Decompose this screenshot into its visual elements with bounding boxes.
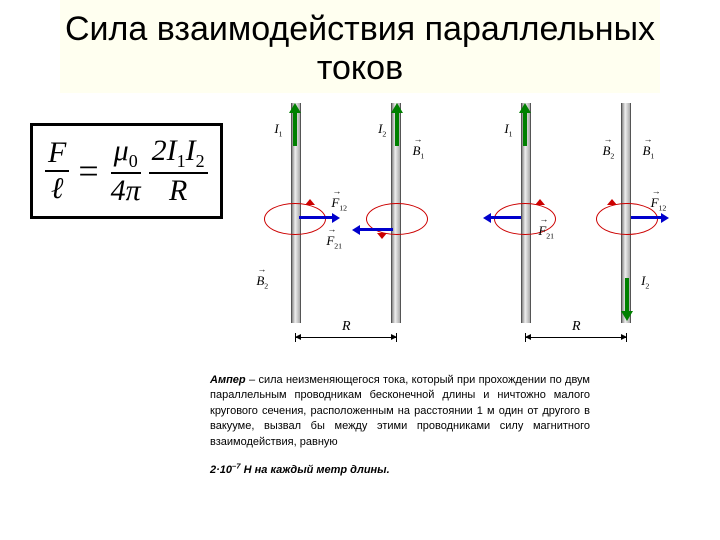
current-i1-arrow bbox=[293, 111, 297, 146]
i1s: 1 bbox=[177, 151, 186, 171]
content-row: F ℓ = μ0 4π 2I1I2 R I1 I2 B1 B2 bbox=[0, 103, 720, 353]
fourpi: 4π bbox=[108, 174, 144, 208]
label-b2b: B2 bbox=[602, 143, 614, 161]
label-b2: B2 bbox=[256, 273, 268, 291]
formula-box: F ℓ = μ0 4π 2I1I2 R bbox=[30, 123, 223, 219]
label-i1: I1 bbox=[274, 121, 282, 139]
label-R: R bbox=[342, 319, 351, 335]
formula-lhs-num: F bbox=[45, 136, 69, 172]
label-i2: I2 bbox=[378, 121, 386, 139]
current-i2-arrow bbox=[395, 111, 399, 146]
formula-eq: = bbox=[74, 150, 102, 192]
label-f21: F21 bbox=[326, 233, 342, 251]
diagram-wrap: I1 I2 B1 B2 F12 F21 R bbox=[233, 103, 690, 353]
caption-lead: Ампер bbox=[210, 374, 246, 386]
caption: Ампер – сила неизменяющегося тока, котор… bbox=[210, 373, 590, 478]
force-f12b bbox=[631, 216, 663, 219]
i2: I bbox=[186, 134, 196, 167]
field-loop-2b bbox=[596, 203, 658, 235]
R: R bbox=[166, 174, 190, 208]
mu-sub: 0 bbox=[129, 151, 138, 171]
two-i: 2I bbox=[152, 134, 177, 167]
caption-val: 2·10 bbox=[210, 464, 232, 476]
label-Rb: R bbox=[572, 319, 581, 335]
caption-rest2: Н на каждый метр длины. bbox=[241, 464, 390, 476]
label-i1b: I1 bbox=[504, 121, 512, 139]
label-i2b: I2 bbox=[641, 273, 649, 291]
distance-line-b bbox=[525, 337, 627, 338]
diagram-parallel: I1 I2 B1 B2 F12 F21 R bbox=[246, 103, 446, 353]
caption-sup: –7 bbox=[232, 461, 241, 470]
current-i2b-arrow bbox=[625, 278, 629, 313]
formula-lhs-den: ℓ bbox=[48, 172, 67, 206]
label-f12: F12 bbox=[331, 195, 347, 213]
force-f21 bbox=[358, 228, 393, 231]
mu: μ bbox=[114, 134, 129, 167]
force-f21b bbox=[489, 216, 521, 219]
label-f21b: F21 bbox=[538, 223, 554, 241]
force-f12 bbox=[299, 216, 334, 219]
page-title: Сила взаимодействия параллельных токов bbox=[60, 0, 660, 93]
label-b1b: B1 bbox=[642, 143, 654, 161]
label-f12b: F12 bbox=[651, 195, 667, 213]
distance-line bbox=[295, 337, 397, 338]
diagram-antiparallel: I1 I2 B1 B2 F12 F21 R bbox=[476, 103, 676, 353]
i2s: 2 bbox=[196, 151, 205, 171]
label-b1: B1 bbox=[412, 143, 424, 161]
field-loop-1 bbox=[264, 203, 326, 235]
caption-rest1: – сила неизменяющегося тока, который при… bbox=[210, 374, 590, 448]
current-i1b-arrow bbox=[523, 111, 527, 146]
